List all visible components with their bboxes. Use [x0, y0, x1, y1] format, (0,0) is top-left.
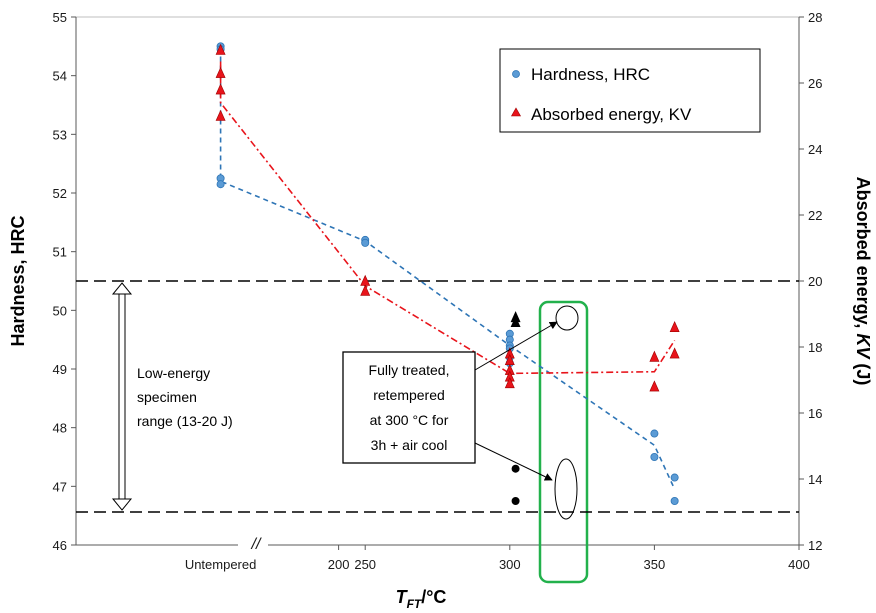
data-point-0 — [670, 473, 679, 482]
y-left-tick-label: 51 — [53, 245, 67, 260]
y-right-title-prefix: Absorbed energy, — [853, 177, 873, 334]
x-tick-label: 350 — [644, 557, 666, 572]
trend-lines — [219, 47, 676, 490]
x-tick-label: 250 — [354, 557, 376, 572]
x-title-main: T — [396, 587, 409, 607]
x-axis-title: TFT/°C — [396, 587, 447, 611]
data-point-3 — [511, 464, 520, 473]
data-point-1 — [504, 377, 515, 389]
y-left-tick-label: 50 — [53, 303, 67, 318]
axis-break-gap — [238, 537, 268, 553]
callout-arrow-lower — [474, 442, 553, 481]
y-left-axis-title: Hardness, HRC — [8, 215, 28, 346]
data-point-1 — [649, 380, 660, 392]
data-point-0 — [216, 180, 225, 189]
x-title-suffix: /°C — [421, 587, 446, 607]
y-left-tick-label: 55 — [53, 10, 67, 25]
data-point-2 — [510, 316, 521, 328]
data-point-1 — [669, 347, 680, 359]
x-tick-label: 300 — [499, 557, 521, 572]
data-point-1 — [215, 66, 226, 78]
range-label-line-1: Low-energy — [137, 365, 210, 381]
legend-energy-marker — [510, 107, 522, 117]
range-label-line-3: range (13-20 J) — [137, 413, 233, 429]
y-left-tick-label: 47 — [53, 479, 67, 494]
y-right-tick-label: 14 — [808, 472, 822, 487]
data-point-1 — [215, 83, 226, 95]
callout-line-3: at 300 °C for — [370, 412, 449, 428]
reference-lines — [76, 280, 799, 513]
y-right-tick-label: 16 — [808, 406, 822, 421]
y-right-tick-label: 12 — [808, 538, 822, 553]
y-left-tick-label: 54 — [53, 69, 67, 84]
data-point-1 — [215, 109, 226, 121]
range-arrow-head-top — [111, 282, 133, 295]
callout-arrow-upper — [474, 321, 558, 371]
legend-energy-label: Absorbed energy, KV — [531, 105, 692, 124]
y-right-tick-label: 24 — [808, 142, 822, 157]
data-point-3 — [511, 496, 520, 505]
x-tick-label-untempered: Untempered — [185, 557, 257, 572]
x-ticks: Untempered 200 250 300 350 400 — [185, 545, 810, 572]
y-left-tick-label: 53 — [53, 127, 67, 142]
legend-hardness-label: Hardness, HRC — [531, 65, 650, 84]
data-point-1 — [215, 43, 226, 55]
x-title-sub: FT — [407, 597, 423, 611]
trend-line-0 — [219, 47, 676, 490]
y-right-title-italic: KV — [853, 333, 873, 360]
y-right-title-suffix: (J) — [853, 358, 873, 385]
y-right-tick-label: 26 — [808, 76, 822, 91]
data-point-0 — [650, 429, 659, 438]
y-left-tick-label: 46 — [53, 538, 67, 553]
y-left-tick-label: 52 — [53, 186, 67, 201]
y-right-tick-label: 18 — [808, 340, 822, 355]
data-point-1 — [360, 284, 371, 296]
data-marks — [215, 42, 680, 505]
data-point-1 — [669, 320, 680, 332]
y-left-tick-label: 49 — [53, 362, 67, 377]
callout-line-2: retempered — [373, 387, 445, 403]
callout-line-4: 3h + air cool — [371, 437, 448, 453]
y-right-tick-label: 28 — [808, 10, 822, 25]
retempered-kv-ellipse — [555, 305, 579, 331]
data-point-0 — [361, 238, 370, 247]
y-right-axis-title: Absorbed energy, KV (J) — [853, 177, 873, 386]
y-right-ticks: 12 14 16 18 20 22 24 26 28 — [799, 10, 822, 553]
y-right-tick-label: 20 — [808, 274, 822, 289]
legend-box — [499, 48, 761, 133]
data-point-0 — [650, 452, 659, 461]
low-energy-range-arrow — [111, 282, 133, 511]
axis-break-mark: // — [251, 536, 262, 553]
x-tick-label: 200 — [328, 557, 350, 572]
range-arrow-head-bottom — [111, 498, 133, 511]
callout-line-1: Fully treated, — [369, 362, 450, 378]
x-tick-label: 400 — [788, 557, 810, 572]
data-point-1 — [649, 350, 660, 362]
y-left-ticks: 46 47 48 49 50 51 52 53 54 55 — [53, 10, 76, 553]
retempered-hrc-ellipse — [554, 458, 578, 520]
y-right-tick-label: 22 — [808, 208, 822, 223]
range-label-line-2: specimen — [137, 389, 197, 405]
highlight-box-300 — [538, 300, 589, 584]
callout-box — [342, 351, 476, 464]
y-left-tick-label: 48 — [53, 421, 67, 436]
data-point-0 — [670, 496, 679, 505]
trend-line-1 — [219, 61, 676, 375]
legend-hardness-marker — [512, 70, 520, 78]
